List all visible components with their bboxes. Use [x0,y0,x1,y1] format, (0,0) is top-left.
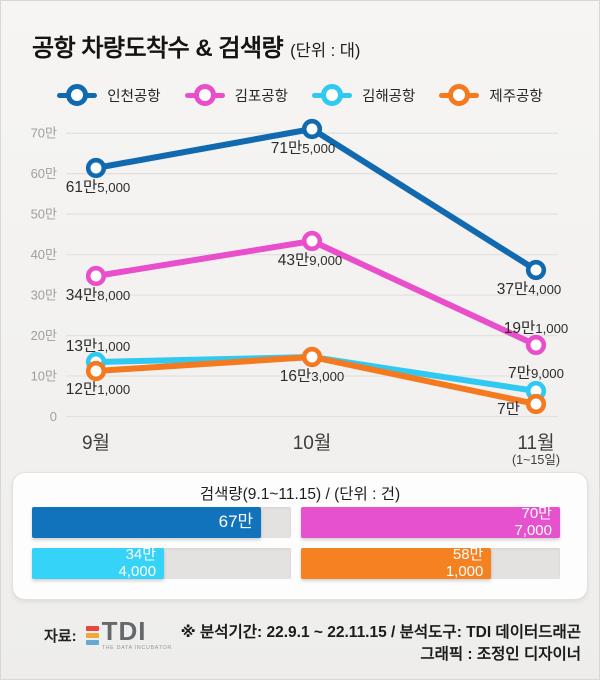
data-point-marker [525,393,547,415]
chart-legend: 인천공항 김포공항 김해공항 제주공항 [0,84,600,106]
search-bars-grid: 67만 70만 7,000 34만 4,000 58만 1,000 [32,505,560,580]
y-tick-label: 70만 [31,126,57,141]
tdi-logo-text: TDI [101,616,147,646]
line-chart-canvas: 70만 60만 50만 40만 30만 20만 10만 0 9월 10월 11월(1~15일) 61만… [31,118,569,467]
legend-label: 김해공항 [362,88,416,105]
data-point-label: 43만9,000 [278,251,343,269]
search-bar-fill: 67만 [32,507,262,538]
data-point-label: 71만5,000 [271,139,336,157]
search-panel-title: 검색량(9.1~11.15) / (단위 : 건) [199,486,401,503]
source-label: 자료: [44,628,77,646]
search-bar-fill: 34만 4,000 [32,546,165,580]
search-volume-panel: 검색량(9.1~11.15) / (단위 : 건) 67만 70만 7,000 34만… [12,472,588,600]
analysis-note-line1: ※ 분석기간: 22.9.1 ~ 22.11.15 / 분석도구: TDI 데이… [180,624,581,641]
data-point-marker [85,157,107,179]
data-point-marker [301,346,323,368]
search-bar-value: 70만 [521,505,553,522]
chart-unit-label: (단위 : 대) [290,42,361,60]
search-bar-value: 58만 [452,546,484,563]
page-title: 공항 차량도착수 & 검색량 (단위 : 대) [32,28,360,63]
y-tick-label: 10만 [31,369,57,384]
tdi-logo-bars-icon [85,626,99,646]
line-series-gimpo [85,230,547,356]
tdi-logo: TDI THE DATA INCUBATOR [85,616,172,652]
y-tick-label: 30만 [31,288,57,303]
footer: 자료: TDI THE DATA INCUBATOR ※ 분석기간: 22.9.… [0,598,600,680]
legend-label: 인천공항 [107,88,161,105]
data-point-label: 13만1,000 [66,337,131,355]
data-point-label: 7만9,000 [508,364,564,382]
search-bar-fill: 58만 1,000 [301,546,492,580]
legend-item-gimpo: 김포공항 [184,84,288,106]
search-bar-value: 34만 [125,546,157,563]
tdi-logo-bar [85,640,99,646]
legend-item-gimhae: 김해공항 [312,84,415,106]
x-tick-label: 11월 [517,432,554,454]
data-point-marker [525,334,547,356]
legend-label: 제주공항 [489,88,543,105]
data-point-label: 12만1,000 [66,380,131,398]
legend-marker-icon [439,84,480,106]
tdi-logo-subtext: THE DATA INCUBATOR [101,645,172,652]
legend-marker-icon [184,84,225,106]
search-bar-value: 4,000 [118,562,157,580]
search-bar-value: 67만 [218,512,254,532]
legend-item-incheon: 인천공항 [57,84,161,106]
data-point-marker [301,118,323,140]
data-point-label: 16만3,000 [280,367,345,385]
y-tick-label: 20만 [31,328,57,343]
search-bar-value: 7,000 [514,521,552,539]
data-point-label: 7만 [497,400,520,418]
chart-title: 공항 차량도착수 & 검색량 [32,35,284,62]
data-point-marker [525,259,547,281]
data-point-marker [85,360,107,382]
data-point-marker [301,230,323,252]
data-point-label: 61만5,000 [66,178,131,196]
tdi-logo-bar [85,626,99,632]
y-tick-label: 40만 [31,247,57,262]
line-series-incheon [85,118,547,281]
legend-label: 김포공항 [234,88,288,105]
search-bar-track: 58만 1,000 [301,546,560,580]
x-tick-label: 10월 [293,432,332,454]
search-bar-track: 34만 4,000 [32,546,291,580]
analysis-notes: ※ 분석기간: 22.9.1 ~ 22.11.15 / 분석도구: TDI 데이… [181,622,581,667]
search-bar-track: 70만 7,000 [301,505,560,539]
search-bar-value: 1,000 [445,562,484,580]
x-tick-sublabel: (1~15일) [512,453,560,467]
line-series-jeju [85,346,547,415]
data-point-marker [85,265,107,287]
y-tick-label: 60만 [31,166,57,181]
legend-marker-icon [57,84,98,106]
search-bar-fill: 70만 7,000 [301,505,560,539]
legend-marker-icon [312,84,352,106]
data-point-label: 34만8,000 [66,286,131,304]
source-group: 자료: TDI THE DATA INCUBATOR [44,616,172,652]
search-bar-track: 67만 [32,507,291,538]
analysis-note-line2: 그래픽 : 조정인 디자이너 [420,646,581,664]
data-point-label: 19만1,000 [504,319,569,337]
legend-item-jeju: 제주공항 [439,84,543,106]
y-tick-label: 50만 [31,207,57,222]
data-point-label: 37만4,000 [497,280,562,298]
y-tick-label: 0 [50,409,57,424]
x-tick-label: 9월 [82,432,110,454]
tdi-logo-bar [85,633,99,639]
